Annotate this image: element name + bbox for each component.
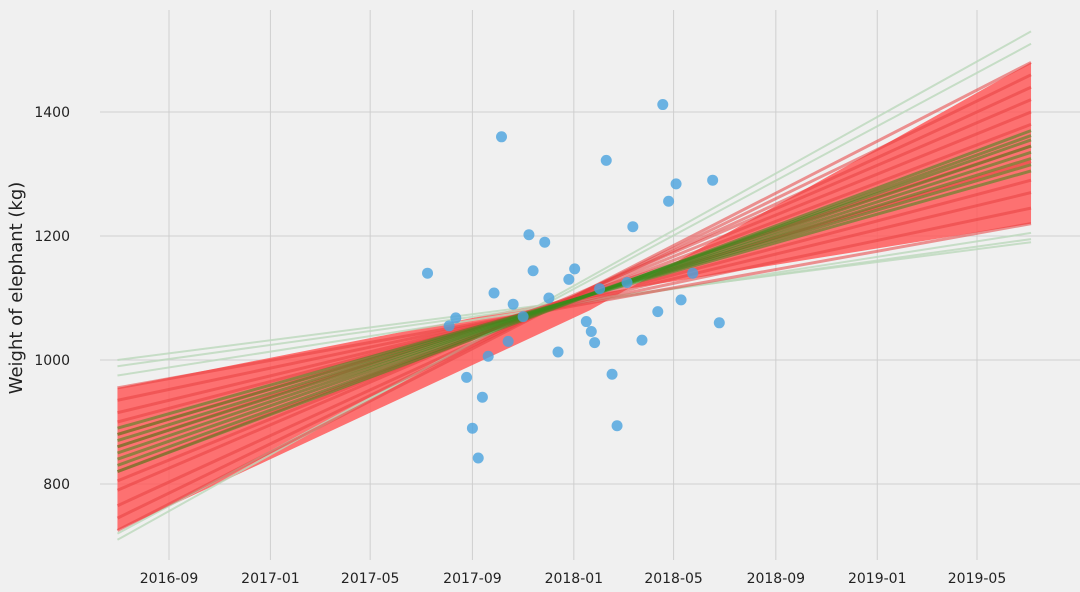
x-tick-label: 2019-05 <box>948 571 1007 587</box>
scatter-point <box>589 337 601 349</box>
y-tick-label: 800 <box>43 477 70 493</box>
scatter-point <box>502 335 514 347</box>
scatter-point <box>569 263 581 275</box>
scatter-point <box>539 236 551 248</box>
red-regression-line <box>117 222 1032 390</box>
scatter-point <box>675 294 687 306</box>
scatter-point <box>527 265 539 277</box>
scatter-point <box>611 420 623 432</box>
red-regression-line <box>116 110 1032 483</box>
scatter-point <box>621 277 633 288</box>
x-tick-label: 2017-09 <box>443 571 502 587</box>
scatter-point <box>652 306 664 318</box>
scatter-point <box>466 422 478 434</box>
scatter-point <box>606 368 618 380</box>
scatter-point <box>461 371 473 383</box>
scatter-point <box>707 174 719 186</box>
scatter-point <box>443 320 455 332</box>
scatter-points-layer <box>422 99 725 464</box>
faint-regression-line <box>116 30 1032 541</box>
scatter-point <box>580 316 592 328</box>
y-axis-label: Weight of elephant (kg) <box>6 182 27 395</box>
red-regression-line <box>117 206 1032 402</box>
scatter-point <box>594 283 606 295</box>
scatter-point <box>507 298 519 310</box>
scatter-point <box>657 99 669 111</box>
scatter-point <box>670 178 682 190</box>
scatter-point <box>543 292 555 304</box>
scatter-point <box>713 317 725 329</box>
scatter-point <box>472 452 484 464</box>
scatter-point <box>517 311 529 323</box>
scatter-point <box>450 312 462 324</box>
scatter-point <box>585 325 597 337</box>
x-tick-label: 2017-05 <box>341 571 400 587</box>
tick-labels-layer: 2016-09 2017-01 2017-05 2017-09 2018-01 2018-… <box>34 105 1006 587</box>
scatter-point <box>496 131 508 143</box>
scatter-point <box>476 391 488 403</box>
y-tick-label: 1400 <box>34 105 70 121</box>
scatter-point <box>482 350 494 362</box>
scatter-point <box>663 195 675 207</box>
y-tick-label: 1000 <box>34 353 70 369</box>
x-tick-label: 2019-01 <box>848 571 907 587</box>
scatter-point <box>552 346 564 358</box>
x-tick-label: 2018-05 <box>644 571 703 587</box>
scatter-point <box>687 267 699 279</box>
scatter-point <box>488 287 500 299</box>
x-tick-label: 2018-01 <box>545 571 604 587</box>
x-tick-label: 2017-01 <box>241 571 300 587</box>
regression-lines-layer <box>116 30 1032 541</box>
x-tick-label: 2016-09 <box>140 571 199 587</box>
scatter-point <box>636 334 648 346</box>
y-tick-label: 1200 <box>34 229 70 245</box>
scatter-point <box>422 267 434 279</box>
green-regression-line <box>117 169 1032 430</box>
scatter-point <box>563 273 575 285</box>
scatter-point <box>600 154 612 166</box>
x-tick-label: 2018-09 <box>747 571 806 587</box>
scatter-point <box>523 229 535 241</box>
scatter-point <box>627 221 639 233</box>
